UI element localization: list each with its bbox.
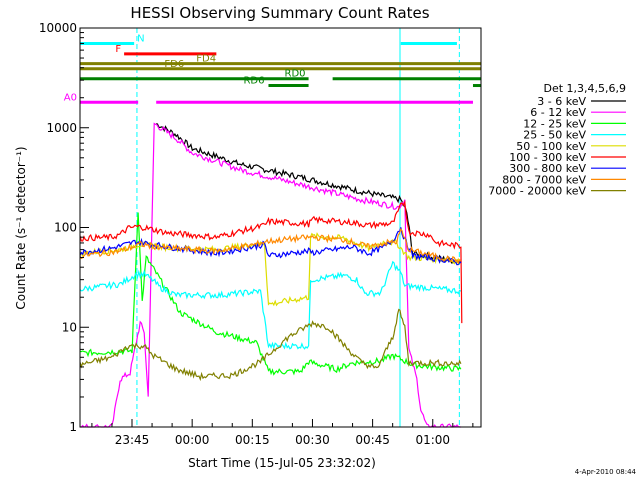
legend-label-3-6-kev: 3 - 6 keV (537, 95, 586, 108)
legend-label-7000-20000-kev: 7000 - 20000 keV (488, 185, 586, 198)
flag-bars: N F FD4 FD6 RD0 RD6 A0 (64, 33, 481, 104)
flag-label-rd6: RD6 (243, 76, 264, 87)
x-axis-label: Start Time (15-Jul-05 23:32:02) (188, 456, 376, 470)
series-line-3-6-kev (156, 123, 462, 264)
series-line-25-50-kev (79, 260, 462, 350)
legend-label-50-100-kev: 50 - 100 keV (516, 140, 586, 153)
series-line-6-12-kev (80, 122, 461, 428)
series-line-100-300-kev (79, 199, 463, 324)
legend-label-12-25-kev: 12 - 25 keV (523, 117, 586, 130)
flag-label-f: F (115, 44, 121, 55)
x-axis-ticks: 23:45 00:00 00:15 00:30 00:45 01:00 (91, 419, 474, 447)
legend-label-25-50-kev: 25 - 50 keV (523, 129, 586, 142)
legend-label-100-300-kev: 100 - 300 keV (509, 151, 586, 164)
legend-label-300-800-kev: 300 - 800 keV (509, 162, 586, 175)
flag-label-fd4: FD4 (196, 54, 216, 65)
y-tick-label: 1000 (46, 121, 77, 135)
x-tick-label: 01:00 (415, 433, 450, 447)
legend-label-6-12-kev: 6 - 12 keV (530, 106, 586, 119)
x-tick-label: 23:45 (115, 433, 150, 447)
legend-label-800-7000-kev: 800 - 7000 keV (502, 173, 586, 186)
series-line-800-7000-kev (79, 227, 462, 265)
series-line-300-800-kev (79, 227, 462, 266)
y-tick-label: 100 (54, 221, 77, 235)
legend-title: Det 1,3,4,5,6,9 (543, 82, 626, 95)
plot-area (136, 28, 460, 427)
y-axis-ticks: 1 10 100 1000 10000 (39, 21, 89, 434)
flag-label-fd6: FD6 (164, 59, 184, 70)
x-tick-label: 00:45 (355, 433, 390, 447)
flag-label-rd0: RD0 (285, 69, 306, 80)
x-tick-label: 00:15 (235, 433, 270, 447)
y-tick-label: 10000 (39, 21, 77, 35)
x-tick-label: 00:30 (295, 433, 330, 447)
series-line-7000-20000-kev (79, 308, 462, 382)
flag-label-a0: A0 (64, 92, 77, 103)
series-lines (79, 122, 463, 428)
y-tick-label: 1 (69, 420, 77, 434)
chart-title: HESSI Observing Summary Count Rates (130, 4, 429, 22)
y-tick-label: 10 (62, 320, 77, 334)
series-line-12-25-kev (79, 212, 462, 376)
x-tick-label: 00:00 (175, 433, 210, 447)
y-axis-label: Count Rate (s⁻¹ detector⁻¹) (14, 146, 28, 309)
flag-label-n: N (137, 33, 144, 44)
footer-date: 4-Apr-2010 08:44 (575, 468, 637, 476)
